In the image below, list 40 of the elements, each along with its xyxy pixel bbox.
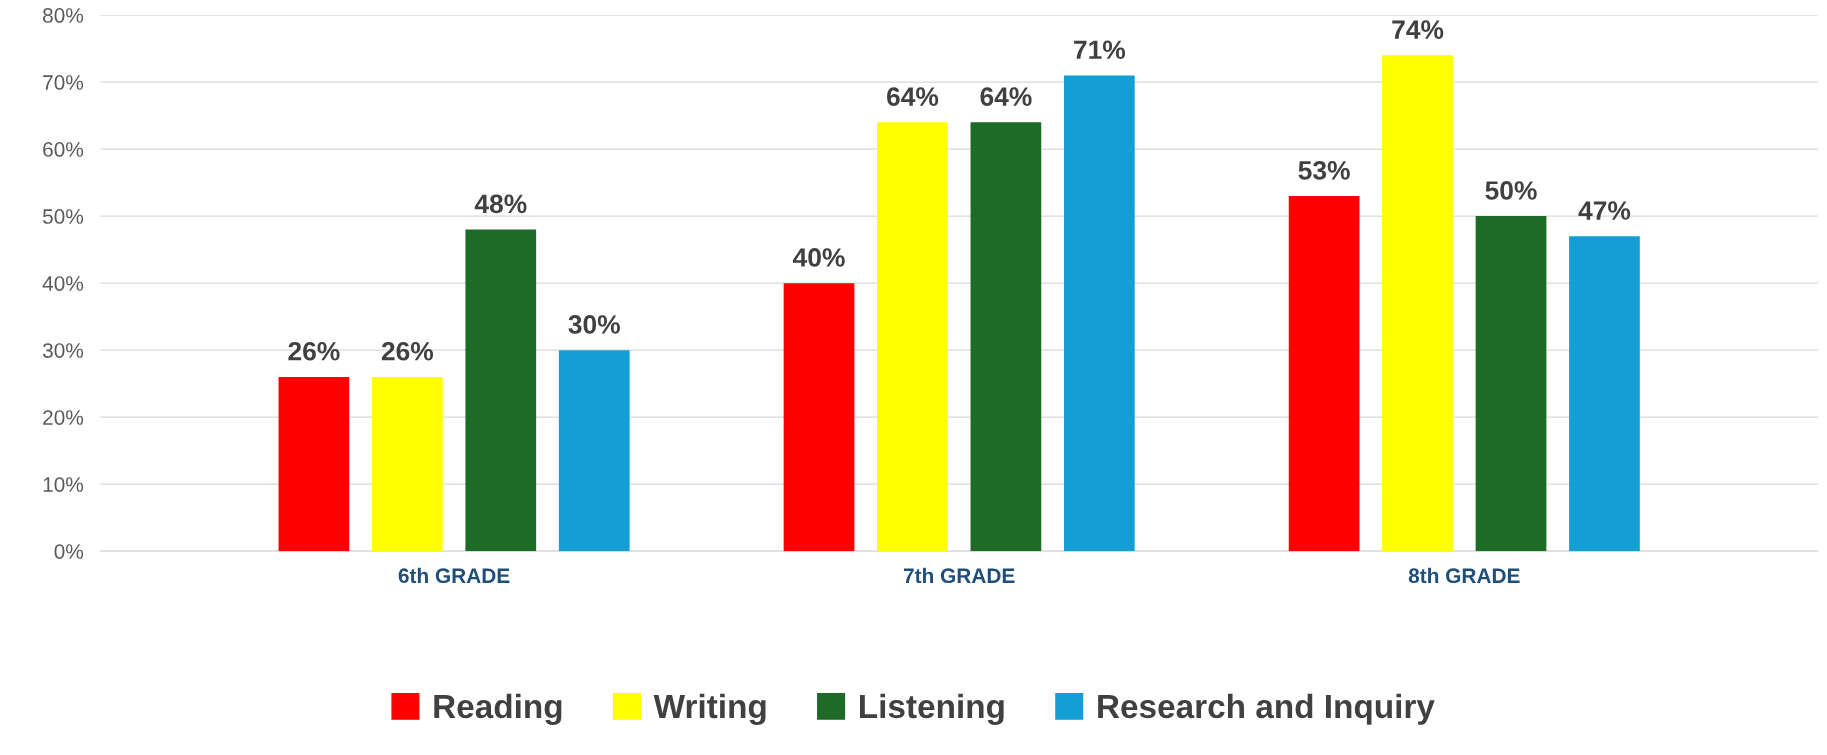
y-tick-label: 30% xyxy=(42,343,84,358)
bar xyxy=(970,122,1042,552)
y-tick-label: 20% xyxy=(43,410,84,425)
bar xyxy=(465,229,537,552)
text: 64% xyxy=(887,87,939,106)
text: 71% xyxy=(1074,40,1126,60)
text: 26% xyxy=(381,341,434,361)
legend-label: Listening xyxy=(860,693,1004,725)
y-tick-label: 80% xyxy=(43,8,84,23)
text: 64% xyxy=(980,87,1032,106)
x-tick-label: 6th GRADE xyxy=(398,567,510,584)
text: 48% xyxy=(474,194,527,214)
legend-label: Research and Inquiry xyxy=(1098,693,1435,725)
text: 40% xyxy=(793,248,845,267)
bar xyxy=(1382,55,1453,552)
text: 26% xyxy=(288,341,340,361)
text: 53% xyxy=(1298,161,1350,180)
text: 50% xyxy=(1485,181,1537,200)
y-tick-label: 10% xyxy=(43,477,84,492)
bar xyxy=(1288,196,1360,552)
bar xyxy=(278,376,350,552)
y-tick-label: 50% xyxy=(42,209,84,224)
bar xyxy=(558,350,630,552)
text: 74% xyxy=(1392,20,1444,39)
bar xyxy=(877,122,948,552)
legend-label: Reading xyxy=(434,693,562,725)
y-tick-label: 40% xyxy=(42,276,84,291)
y-tick-label: 60% xyxy=(43,142,84,157)
bar xyxy=(783,283,855,552)
bar xyxy=(371,376,443,552)
bar xyxy=(1475,216,1547,552)
x-tick-label: 7th GRADE xyxy=(903,567,1015,584)
legend-label: Writing xyxy=(653,693,766,725)
y-tick-label: 0% xyxy=(54,544,84,559)
text: 47% xyxy=(1578,201,1631,220)
text: 30% xyxy=(568,315,620,334)
bar xyxy=(1569,236,1640,552)
y-tick-label: 70% xyxy=(43,75,84,90)
x-tick-label: 8th GRADE xyxy=(1408,567,1520,584)
bar xyxy=(1063,75,1135,552)
